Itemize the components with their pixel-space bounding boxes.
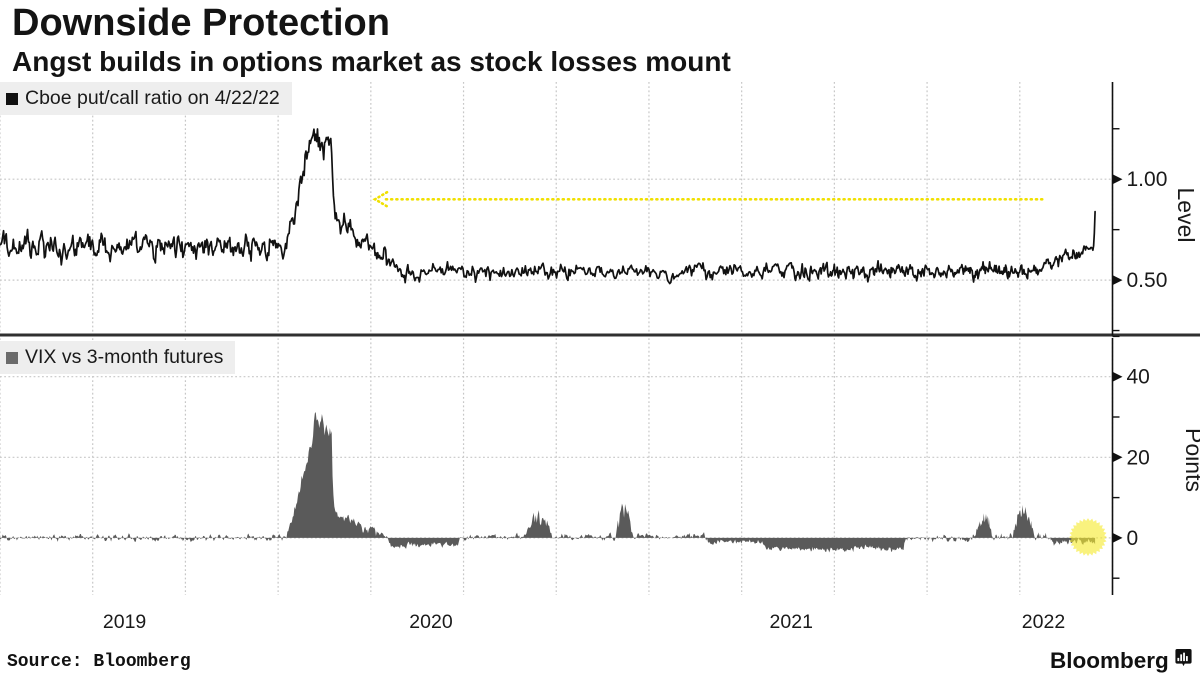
svg-text:20: 20 [1127, 446, 1150, 469]
svg-text:2019: 2019 [103, 611, 146, 633]
svg-text:0: 0 [1127, 527, 1139, 550]
svg-text:2021: 2021 [770, 611, 813, 633]
svg-text:Level: Level [1173, 188, 1199, 243]
svg-text:40: 40 [1127, 366, 1150, 389]
svg-text:0.50: 0.50 [1127, 269, 1168, 292]
svg-text:2020: 2020 [409, 611, 453, 633]
svg-text:1.00: 1.00 [1127, 168, 1168, 191]
svg-text:Points: Points [1181, 428, 1200, 492]
svg-text:2022: 2022 [1022, 611, 1065, 633]
